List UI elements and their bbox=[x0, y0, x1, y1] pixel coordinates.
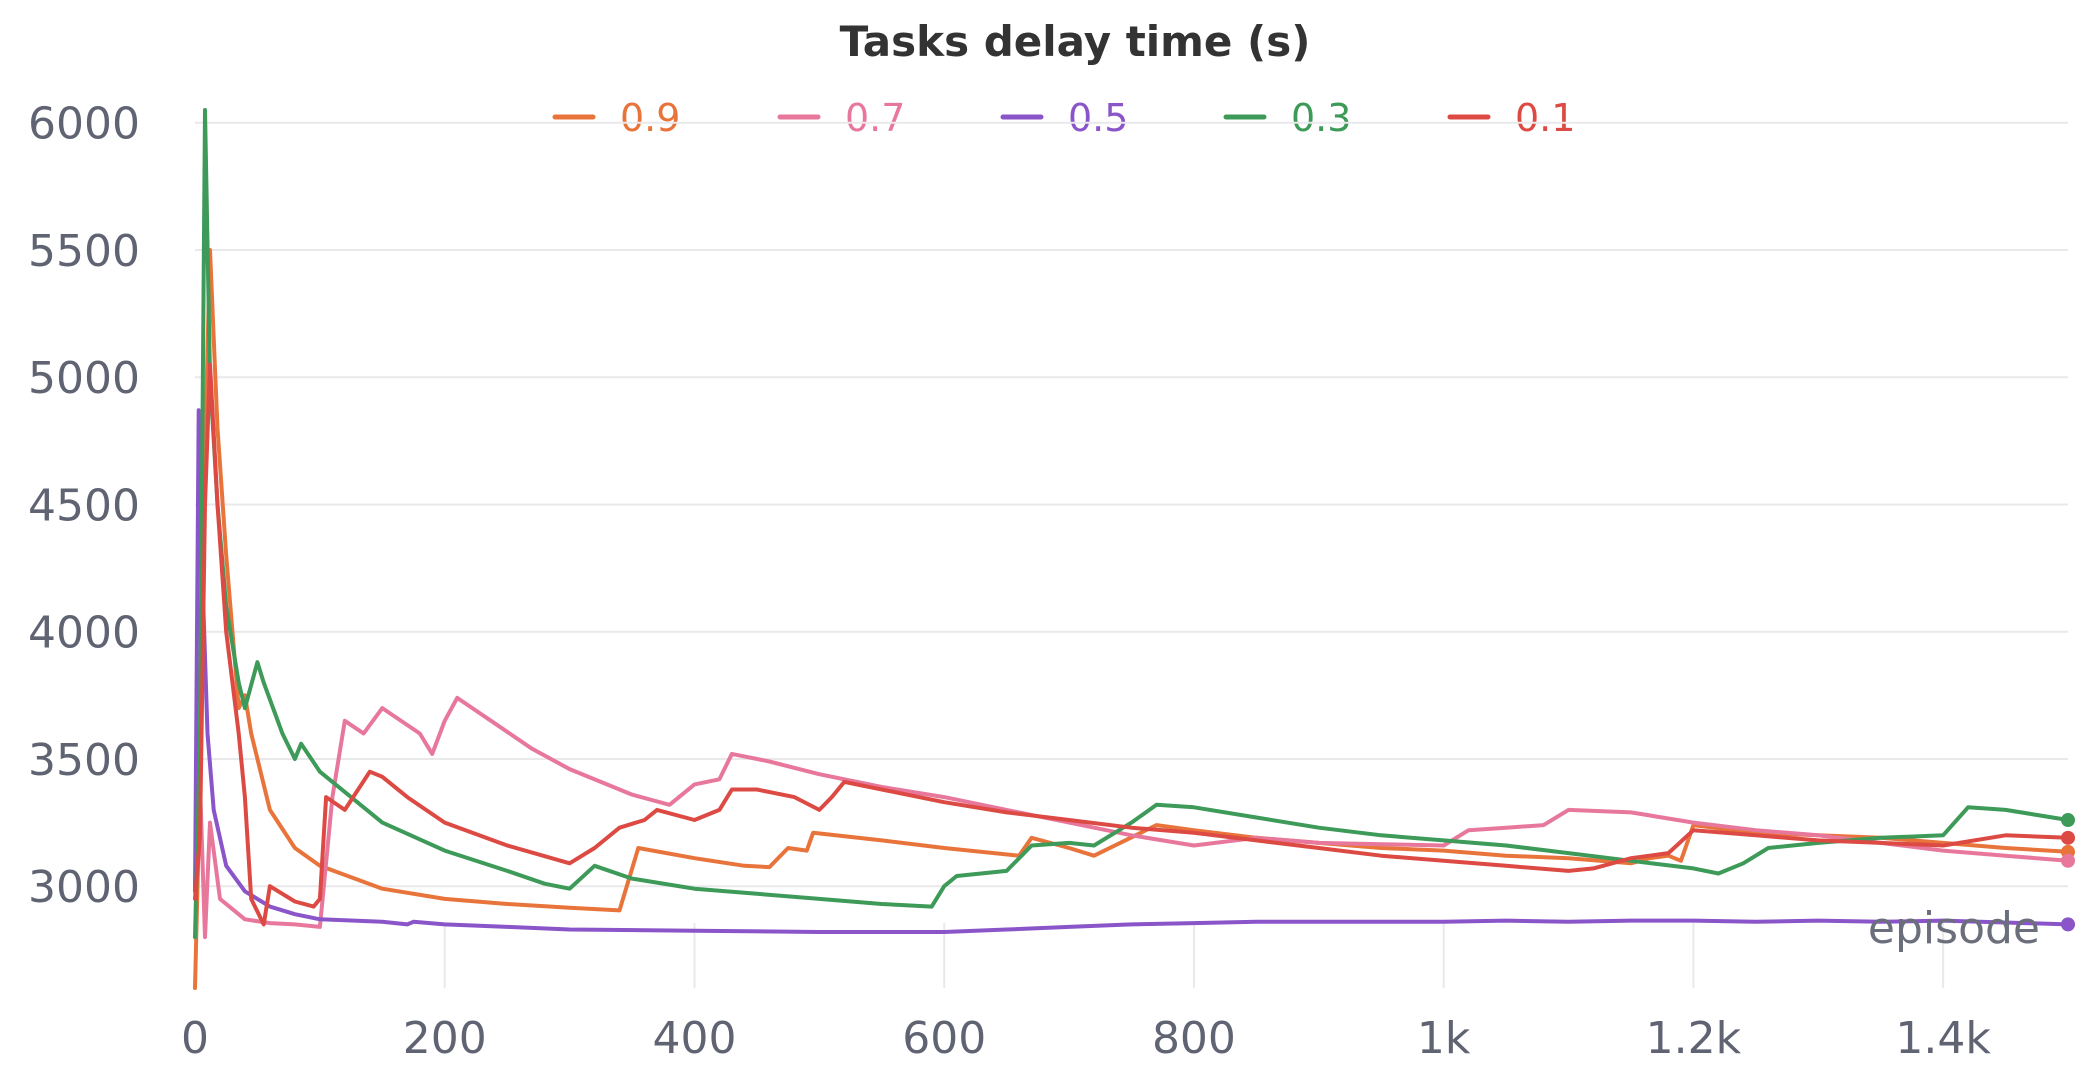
x-tick-label-3: 600 bbox=[902, 1013, 986, 1064]
x-tick-label-1: 200 bbox=[403, 1013, 487, 1064]
legend-label-0-9: 0.9 bbox=[620, 96, 680, 140]
series-endpoint-0-3 bbox=[2061, 813, 2075, 828]
y-tick-label-4: 5000 bbox=[28, 353, 140, 404]
x-axis-ticks: 0 200 400 600 800 1k 1.2k 1.4k bbox=[181, 1013, 1991, 1064]
x-axis-label: episode bbox=[1868, 903, 2040, 954]
chart-title: Tasks delay time (s) bbox=[840, 17, 1311, 66]
legend-label-0-5: 0.5 bbox=[1068, 96, 1128, 140]
series-endpoint-0-1 bbox=[2061, 830, 2075, 845]
y-axis-ticks: 3000 3500 4000 4500 5000 5500 6000 bbox=[28, 99, 140, 913]
legend-item-0-7[interactable]: 0.7 bbox=[777, 96, 905, 140]
grid-lines bbox=[194, 121, 2068, 988]
series-line-0-7 bbox=[193, 695, 2070, 940]
y-tick-label-5: 5500 bbox=[28, 226, 140, 277]
series-lines bbox=[193, 108, 2070, 990]
series-line-0-3 bbox=[193, 108, 2070, 940]
y-tick-label-1: 3500 bbox=[28, 735, 140, 786]
x-tick-label-2: 400 bbox=[652, 1013, 736, 1064]
legend-label-0-3: 0.3 bbox=[1291, 96, 1351, 140]
legend-label-0-1: 0.1 bbox=[1515, 96, 1575, 140]
y-tick-label-3: 4500 bbox=[28, 480, 140, 531]
series-endpoint-0-5 bbox=[2061, 917, 2075, 932]
legend: 0.9 0.7 0.5 0.3 0.1 bbox=[552, 96, 1575, 140]
series-line-0-9 bbox=[193, 248, 2070, 990]
x-tick-label-7: 1.4k bbox=[1895, 1013, 1991, 1064]
legend-item-0-1[interactable]: 0.1 bbox=[1447, 96, 1575, 140]
x-tick-label-6: 1.2k bbox=[1646, 1013, 1742, 1064]
series-line-0-5 bbox=[193, 408, 2070, 934]
legend-item-0-9[interactable]: 0.9 bbox=[552, 96, 680, 140]
x-tick-label-4: 800 bbox=[1152, 1013, 1236, 1064]
x-tick-label-0: 0 bbox=[181, 1013, 209, 1064]
x-tick-label-5: 1k bbox=[1417, 1013, 1471, 1064]
series-endpoint-0-7 bbox=[2061, 853, 2075, 868]
y-tick-label-0: 3000 bbox=[28, 862, 140, 913]
legend-label-0-7: 0.7 bbox=[845, 96, 905, 140]
legend-item-0-3[interactable]: 0.3 bbox=[1223, 96, 1351, 140]
legend-item-0-5[interactable]: 0.5 bbox=[1000, 96, 1128, 140]
y-tick-label-6: 6000 bbox=[28, 99, 140, 150]
series-line-0-1 bbox=[193, 362, 2070, 927]
series-endpoints bbox=[2061, 813, 2075, 932]
y-tick-label-2: 4000 bbox=[28, 608, 140, 659]
